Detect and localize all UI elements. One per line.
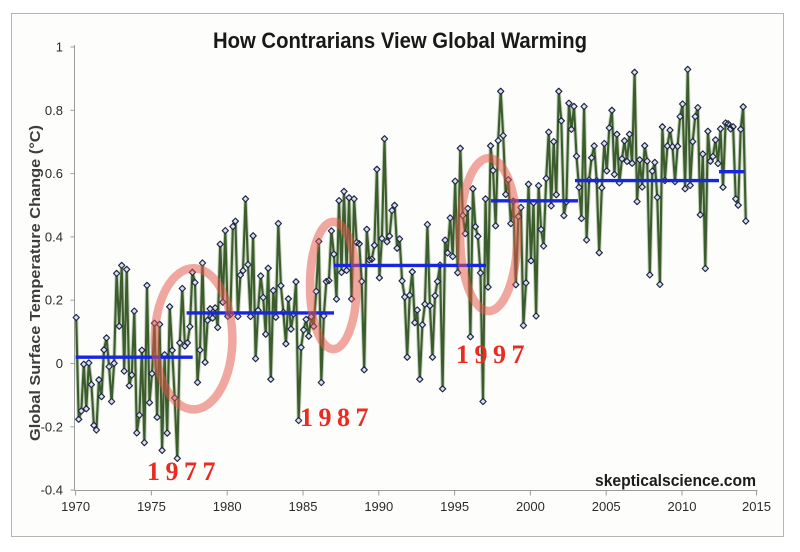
svg-text:Global Surface Temperature Cha: Global Surface Temperature Change (°C) xyxy=(27,125,44,441)
svg-text:How Contrarians View Global Wa: How Contrarians View Global Warming xyxy=(213,28,587,53)
svg-text:skepticalscience.com: skepticalscience.com xyxy=(595,472,756,490)
svg-text:0.4: 0.4 xyxy=(45,229,63,244)
svg-text:2000: 2000 xyxy=(516,499,545,514)
svg-text:0.8: 0.8 xyxy=(45,103,63,118)
svg-text:2010: 2010 xyxy=(668,499,697,514)
svg-text:2015: 2015 xyxy=(742,499,771,514)
svg-text:0.6: 0.6 xyxy=(45,166,63,181)
svg-text:1977: 1977 xyxy=(147,457,221,486)
svg-text:1980: 1980 xyxy=(213,499,242,514)
svg-text:1985: 1985 xyxy=(289,499,318,514)
svg-text:0: 0 xyxy=(56,356,63,371)
svg-text:-0.4: -0.4 xyxy=(41,483,63,498)
svg-text:1987: 1987 xyxy=(300,403,374,432)
svg-text:1: 1 xyxy=(56,40,63,55)
svg-text:1997: 1997 xyxy=(456,340,530,369)
svg-text:0.2: 0.2 xyxy=(45,293,63,308)
svg-text:-0.2: -0.2 xyxy=(41,419,63,434)
svg-text:2005: 2005 xyxy=(592,499,621,514)
svg-text:1990: 1990 xyxy=(364,499,393,514)
svg-text:1970: 1970 xyxy=(61,499,90,514)
svg-text:1975: 1975 xyxy=(137,499,166,514)
svg-text:1995: 1995 xyxy=(440,499,469,514)
